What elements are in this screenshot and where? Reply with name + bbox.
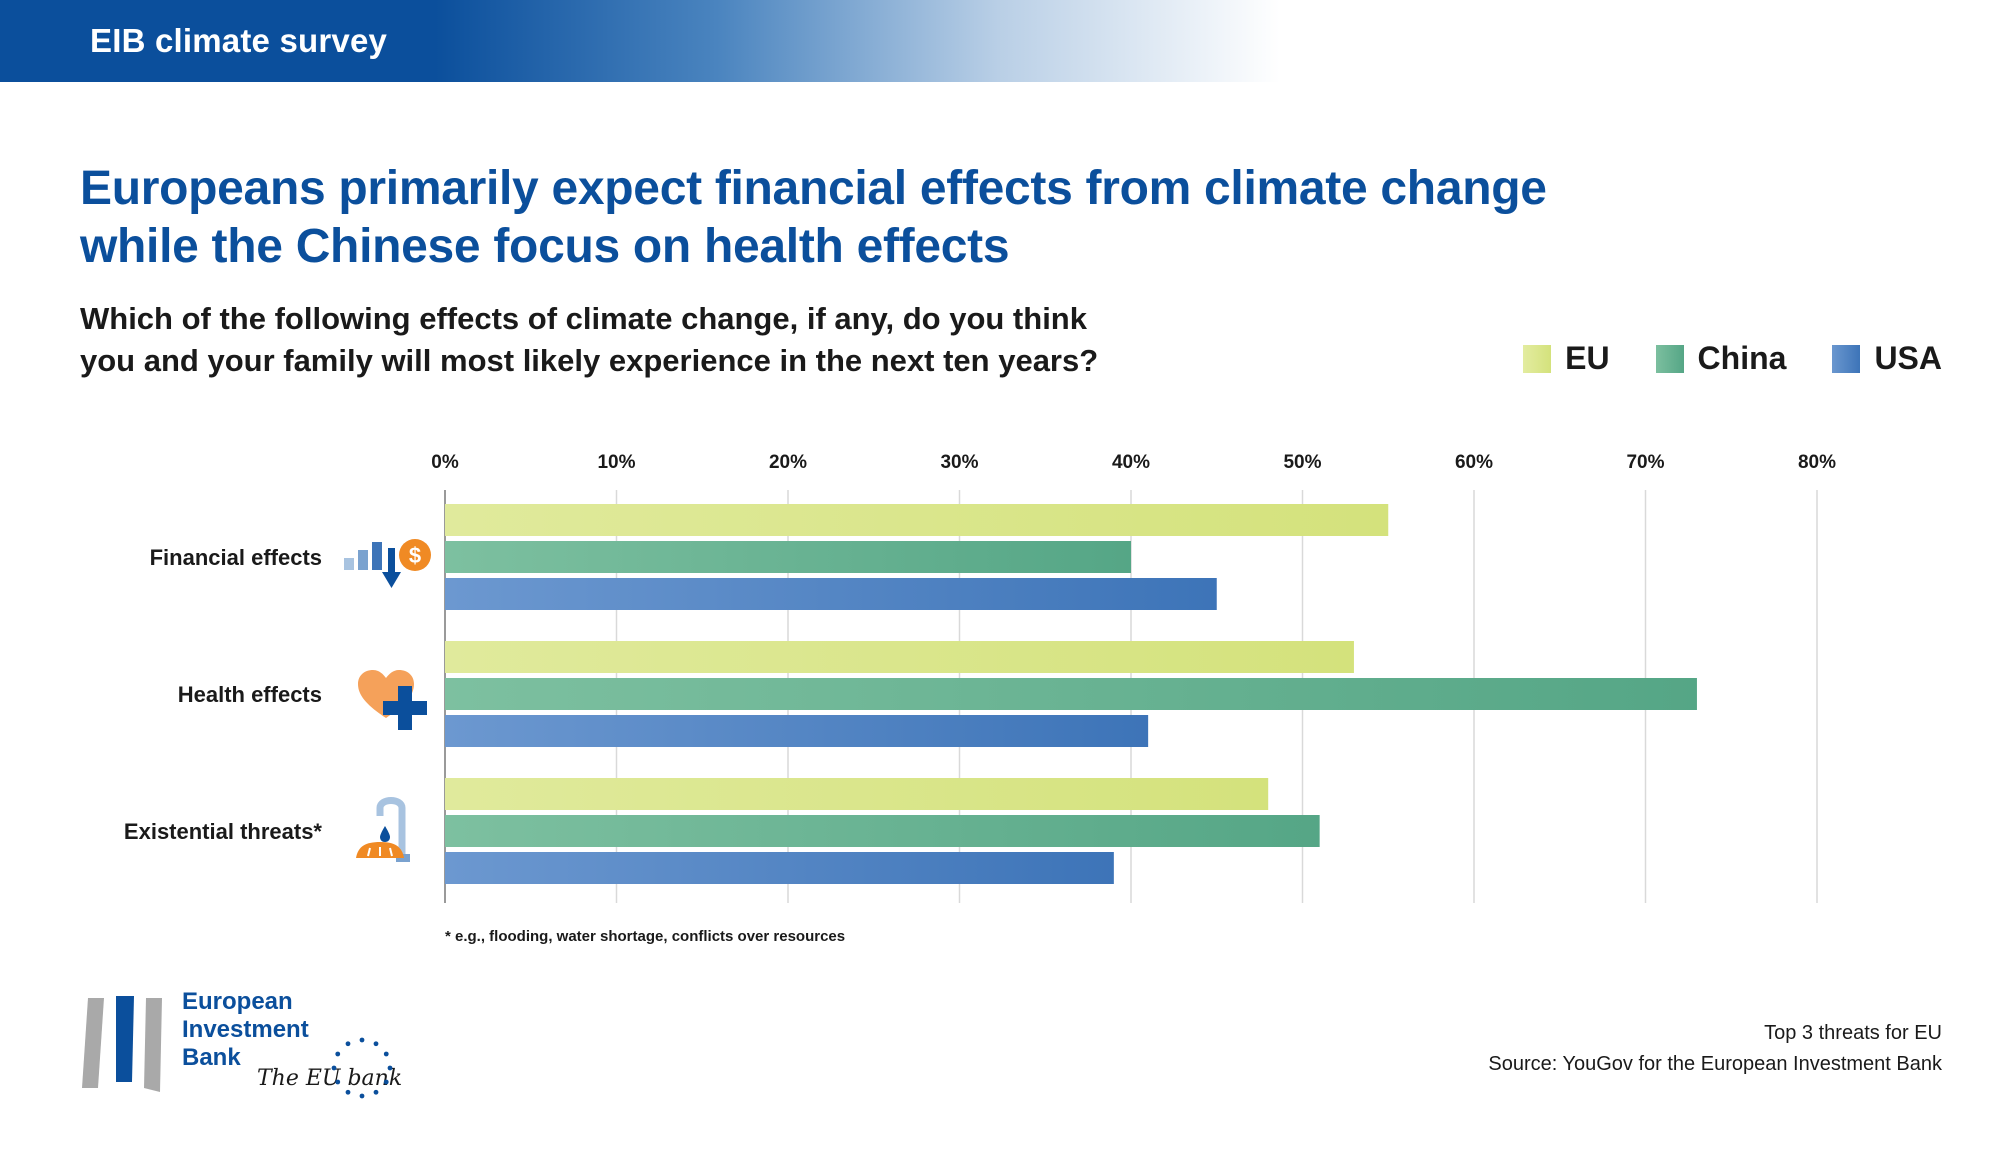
eib-logo: European Investment Bank The EU bank bbox=[82, 988, 412, 1103]
legend-item-eu: EU bbox=[1523, 340, 1610, 377]
legend-label-usa: USA bbox=[1874, 340, 1942, 376]
question-line-1: Which of the following effects of climat… bbox=[80, 301, 1087, 336]
legend-label-china: China bbox=[1697, 340, 1787, 376]
source-line-1: Top 3 threats for EU bbox=[1764, 1022, 1942, 1044]
x-tick-label: 80% bbox=[1798, 452, 1836, 473]
x-tick-label: 10% bbox=[597, 452, 635, 473]
health-heart-cross-icon bbox=[358, 670, 427, 730]
bar-china-1 bbox=[445, 541, 1131, 573]
question-line-2: you and your family will most likely exp… bbox=[80, 343, 1099, 378]
x-tick-label: 0% bbox=[431, 452, 459, 473]
bar-china-2 bbox=[445, 678, 1697, 710]
logo-line-1: European bbox=[182, 988, 293, 1015]
legend-swatch-eu bbox=[1523, 344, 1552, 373]
bar-eu-3 bbox=[445, 778, 1269, 810]
bar-eu-2 bbox=[445, 641, 1354, 673]
source-note: Top 3 threats for EU Source: YouGov for … bbox=[1488, 1018, 1942, 1080]
x-tick-label: 70% bbox=[1626, 452, 1664, 473]
water-tap-bread-icon bbox=[356, 797, 410, 862]
x-tick-label: 60% bbox=[1455, 452, 1493, 473]
eib-logo-mark-icon bbox=[82, 996, 162, 1092]
headline: Europeans primarily expect financial eff… bbox=[80, 160, 1680, 276]
category-label: Financial effects bbox=[150, 545, 322, 570]
bar-usa-3 bbox=[445, 852, 1114, 884]
category-label: Existential threats* bbox=[124, 819, 323, 844]
x-tick-label: 40% bbox=[1112, 452, 1150, 473]
legend-swatch-china bbox=[1655, 344, 1684, 373]
legend-item-usa: USA bbox=[1832, 340, 1942, 377]
chart-legend: EU China USA bbox=[1523, 340, 1942, 377]
logo-line-3: Bank bbox=[182, 1044, 241, 1071]
category-label: Health effects bbox=[178, 682, 322, 707]
bar-china-3 bbox=[445, 815, 1320, 847]
legend-swatch-usa bbox=[1832, 344, 1861, 373]
footnote: * e.g., flooding, water shortage, confli… bbox=[445, 928, 846, 945]
headline-line-2: while the Chinese focus on health effect… bbox=[80, 220, 1010, 273]
money-decline-icon: $ bbox=[344, 539, 431, 588]
logo-tagline: The EU bank bbox=[257, 1066, 403, 1091]
eu-stars-icon bbox=[331, 1037, 393, 1099]
banner-title: EIB climate survey bbox=[90, 22, 388, 59]
x-tick-label: 50% bbox=[1283, 452, 1321, 473]
x-tick-label: 30% bbox=[940, 452, 978, 473]
bar-eu-1 bbox=[445, 504, 1389, 536]
source-line-2: Source: YouGov for the European Investme… bbox=[1488, 1053, 1942, 1075]
bar-usa-2 bbox=[445, 715, 1149, 747]
header-banner: EIB climate survey bbox=[0, 0, 1280, 82]
logo-line-2: Investment bbox=[182, 1016, 309, 1043]
bar-usa-1 bbox=[445, 578, 1217, 610]
headline-line-1: Europeans primarily expect financial eff… bbox=[80, 162, 1547, 215]
logo-wordmark: European Investment Bank bbox=[182, 988, 309, 1072]
svg-text:$: $ bbox=[409, 543, 421, 568]
x-tick-label: 20% bbox=[769, 452, 807, 473]
legend-item-china: China bbox=[1655, 340, 1787, 377]
survey-question: Which of the following effects of climat… bbox=[80, 298, 1180, 382]
legend-label-eu: EU bbox=[1565, 340, 1610, 376]
